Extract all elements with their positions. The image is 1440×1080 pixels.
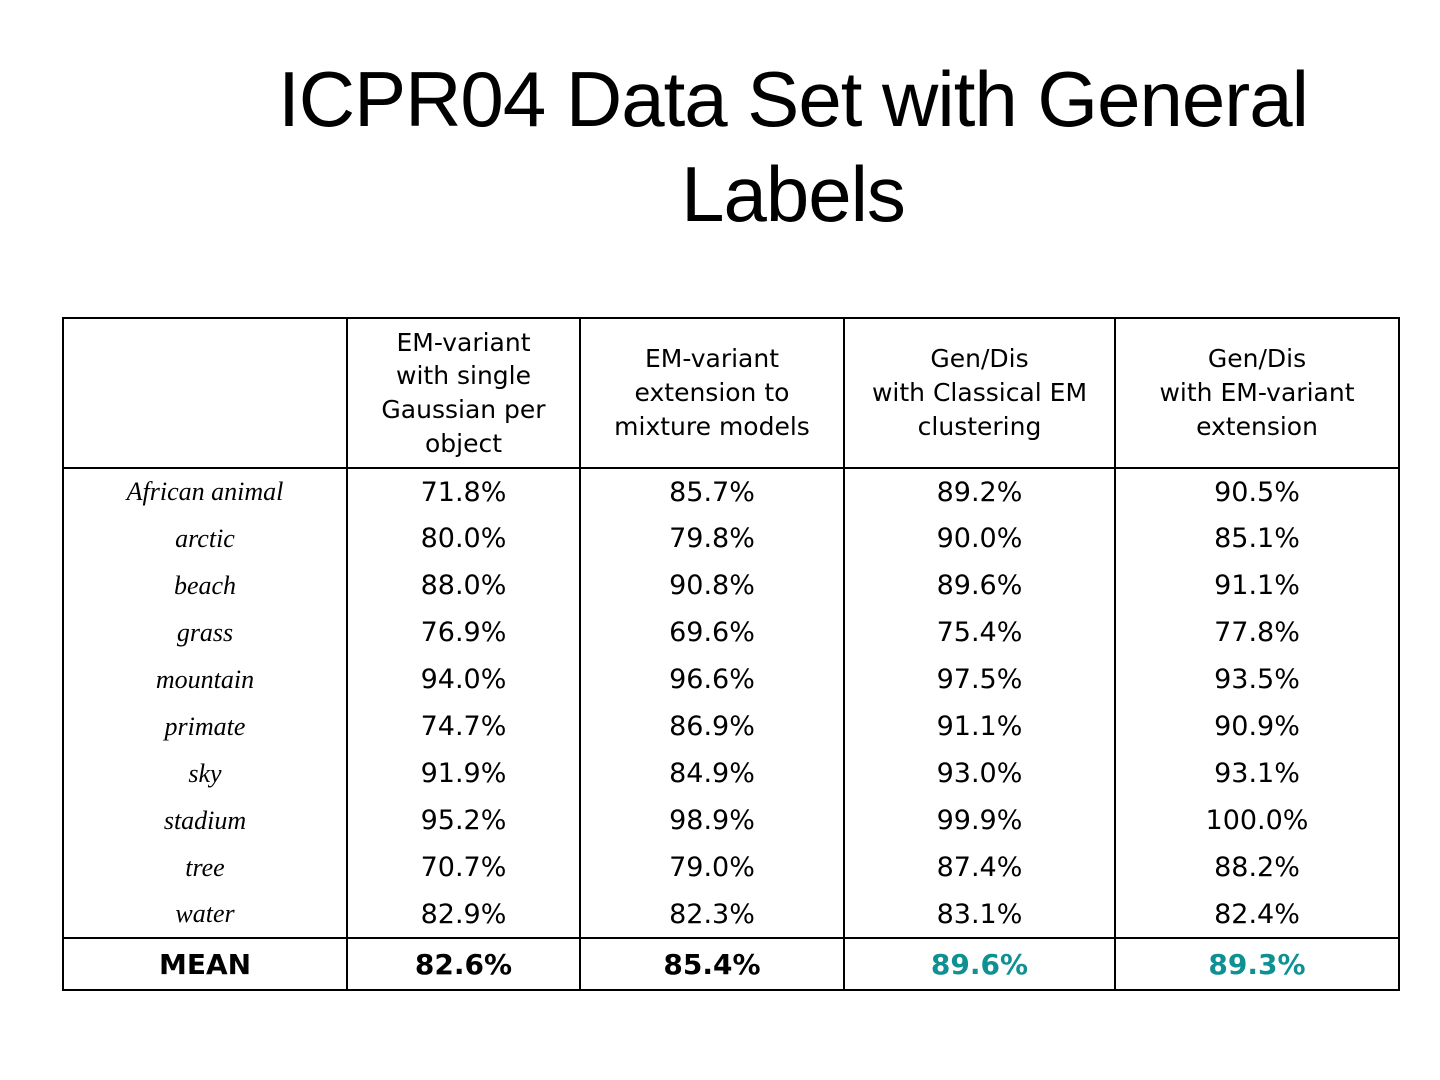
cell-value: 71.8% [346,468,581,515]
table-body: African animal 71.8% 85.7% 89.2% 90.5% a… [62,468,1400,990]
cell-value: 82.3% [579,891,845,938]
cell-value: 99.9% [843,797,1116,844]
cell-value: 70.7% [346,844,581,891]
cell-value: 86.9% [579,703,845,750]
cell-value: 89.2% [843,468,1116,515]
cell-value: 90.0% [843,515,1116,562]
column-header-gendis-classical-em: Gen/Dis with Classical EM clustering [843,318,1116,469]
row-label: beach [62,562,348,609]
mean-row: MEAN 82.6% 85.4% 89.6% 89.3% [62,937,1400,990]
table-row: beach 88.0% 90.8% 89.6% 91.1% [62,562,1400,609]
cell-value: 79.8% [579,515,845,562]
cell-value: 96.6% [579,656,845,703]
table-row: grass 76.9% 69.6% 75.4% 77.8% [62,609,1400,656]
table-row: sky 91.9% 84.9% 93.0% 93.1% [62,750,1400,797]
cell-value: 84.9% [579,750,845,797]
results-table: EM-variant with single Gaussian per obje… [62,317,1400,991]
column-header-em-variant-single-gaussian: EM-variant with single Gaussian per obje… [346,318,581,469]
cell-value: 97.5% [843,656,1116,703]
row-label: stadium [62,797,348,844]
row-label: sky [62,750,348,797]
row-label: arctic [62,515,348,562]
table-header: EM-variant with single Gaussian per obje… [62,318,1400,469]
cell-value: 90.8% [579,562,845,609]
cell-value: 90.5% [1114,468,1400,515]
cell-value: 87.4% [843,844,1116,891]
mean-value-highlighted: 89.3% [1114,937,1400,990]
table-row: primate 74.7% 86.9% 91.1% 90.9% [62,703,1400,750]
mean-value: 85.4% [579,937,845,990]
cell-value: 88.0% [346,562,581,609]
cell-value: 76.9% [346,609,581,656]
cell-value: 85.7% [579,468,845,515]
mean-value-highlighted: 89.6% [843,937,1116,990]
cell-value: 93.1% [1114,750,1400,797]
cell-value: 85.1% [1114,515,1400,562]
cell-value: 82.9% [346,891,581,938]
table-row: African animal 71.8% 85.7% 89.2% 90.5% [62,468,1400,515]
cell-value: 83.1% [843,891,1116,938]
header-row: EM-variant with single Gaussian per obje… [62,318,1400,469]
mean-label: MEAN [62,937,348,990]
cell-value: 80.0% [346,515,581,562]
table-row: tree 70.7% 79.0% 87.4% 88.2% [62,844,1400,891]
mean-value: 82.6% [346,937,581,990]
row-label: grass [62,609,348,656]
cell-value: 100.0% [1114,797,1400,844]
cell-value: 77.8% [1114,609,1400,656]
column-header-em-variant-mixture: EM-variant extension to mixture models [579,318,845,469]
cell-value: 94.0% [346,656,581,703]
table-row: arctic 80.0% 79.8% 90.0% 85.1% [62,515,1400,562]
cell-value: 91.1% [1114,562,1400,609]
corner-cell [62,318,348,469]
cell-value: 88.2% [1114,844,1400,891]
cell-value: 82.4% [1114,891,1400,938]
cell-value: 93.5% [1114,656,1400,703]
cell-value: 69.6% [579,609,845,656]
table-row: mountain 94.0% 96.6% 97.5% 93.5% [62,656,1400,703]
table-row: water 82.9% 82.3% 83.1% 82.4% [62,891,1400,938]
cell-value: 74.7% [346,703,581,750]
row-label: tree [62,844,348,891]
page-title: ICPR04 Data Set with General Labels [278,55,1309,239]
cell-value: 89.6% [843,562,1116,609]
cell-value: 79.0% [579,844,845,891]
cell-value: 75.4% [843,609,1116,656]
cell-value: 95.2% [346,797,581,844]
cell-value: 90.9% [1114,703,1400,750]
table-row: stadium 95.2% 98.9% 99.9% 100.0% [62,797,1400,844]
cell-value: 93.0% [843,750,1116,797]
column-header-gendis-em-variant: Gen/Dis with EM-variant extension [1114,318,1400,469]
row-label: water [62,891,348,938]
cell-value: 91.9% [346,750,581,797]
row-label: primate [62,703,348,750]
row-label: mountain [62,656,348,703]
cell-value: 91.1% [843,703,1116,750]
row-label: African animal [62,468,348,515]
cell-value: 98.9% [579,797,845,844]
